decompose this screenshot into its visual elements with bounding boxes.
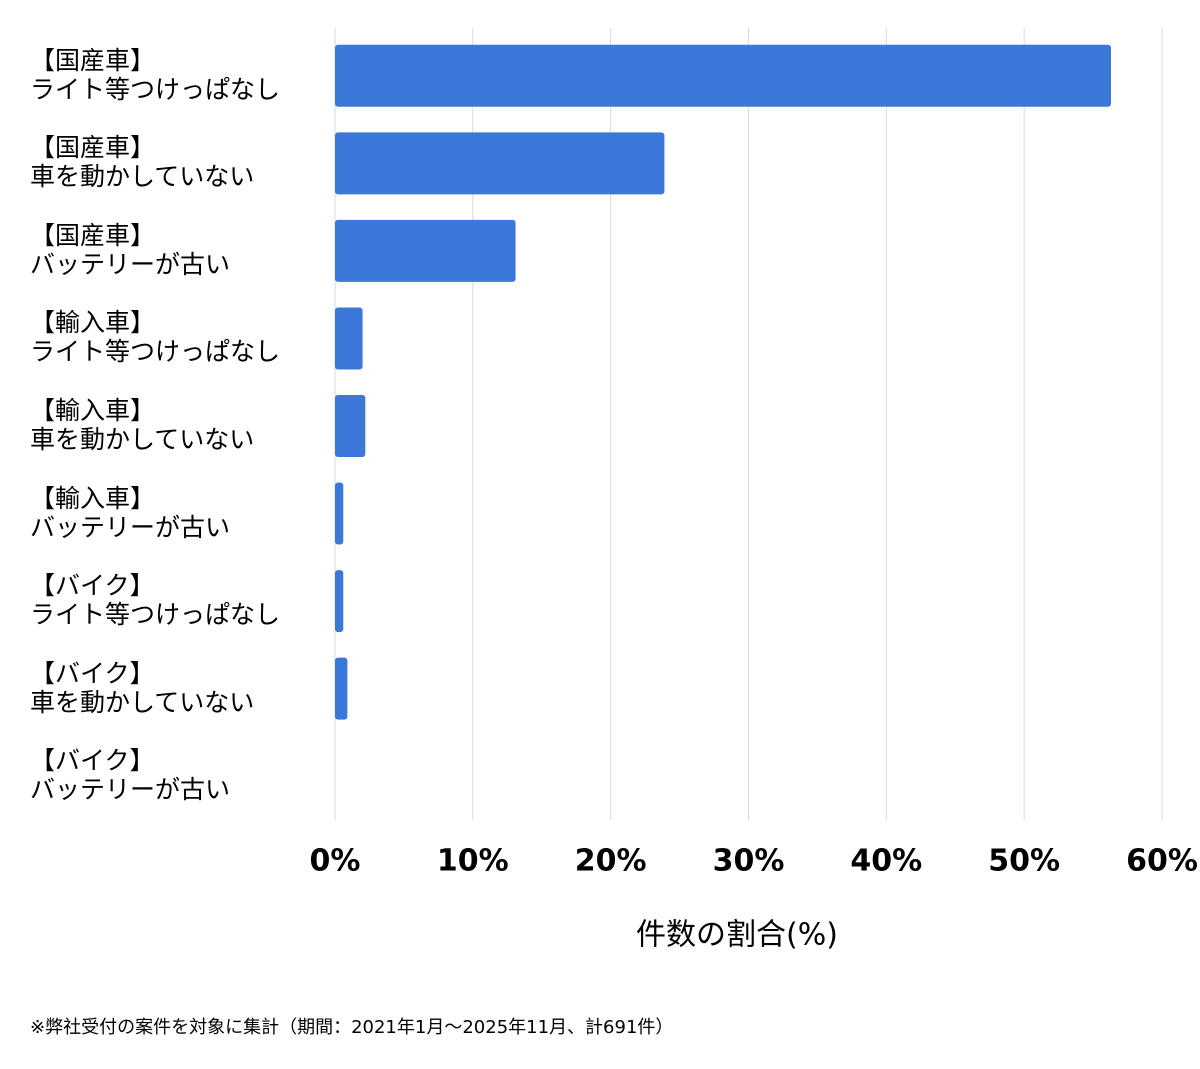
bar xyxy=(335,482,344,545)
bar xyxy=(335,570,344,633)
bar xyxy=(335,395,366,457)
bar xyxy=(335,132,665,195)
y-tick-label: 【バイク】 ライト等つけっぱなし xyxy=(30,571,281,630)
x-tick-label: 30% xyxy=(713,844,785,879)
y-tick-label: 【国産車】 ライト等つけっぱなし xyxy=(30,45,281,104)
x-tick-label: 0% xyxy=(310,844,361,879)
x-tick-label: 50% xyxy=(988,844,1060,879)
y-tick-label: 【輸入車】 ライト等つけっぱなし xyxy=(30,308,281,367)
footnote: ※弊社受付の案件を対象に集計（期間：2021年1月〜2025年11月、計691件… xyxy=(30,1017,673,1038)
y-tick-label: 【バイク】 バッテリーが古い xyxy=(30,746,231,805)
x-tick-label: 20% xyxy=(575,844,647,879)
y-tick-label: 【バイク】 車を動かしていない xyxy=(30,658,255,717)
y-tick-label: 【輸入車】 車を動かしていない xyxy=(30,396,255,454)
bar xyxy=(335,44,1112,107)
bar xyxy=(335,657,348,720)
x-axis-label: 件数の割合(%) xyxy=(636,918,838,953)
x-tick-label: 40% xyxy=(850,844,922,879)
y-tick-label: 【輸入車】 バッテリーが古い xyxy=(30,483,231,542)
x-tick-label: 60% xyxy=(1126,844,1198,879)
y-tick-label: 【国産車】 バッテリーが古い xyxy=(30,220,231,279)
y-tick-label: 【国産車】 車を動かしていない xyxy=(30,133,255,192)
bar xyxy=(335,219,516,282)
bar xyxy=(335,307,363,370)
x-tick-label: 10% xyxy=(437,844,509,879)
